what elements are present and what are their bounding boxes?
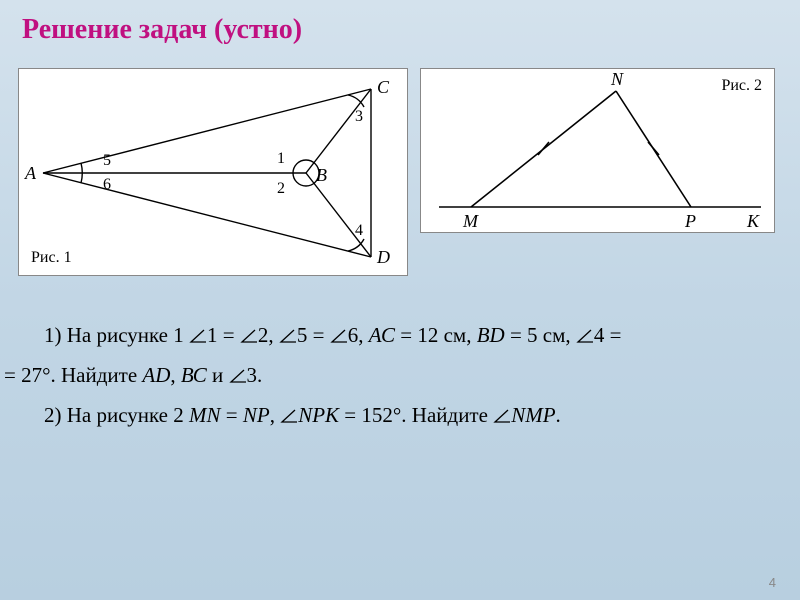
svg-text:2: 2 [277, 180, 285, 197]
svg-text:6: 6 [103, 176, 111, 193]
svg-text:A: A [24, 163, 37, 183]
figure-2: M P K N Рис. 2 [420, 68, 775, 233]
angle-icon [576, 328, 594, 344]
svg-text:C: C [377, 77, 390, 97]
angle-icon [229, 368, 247, 384]
page-number: 4 [769, 575, 776, 590]
problem-1-line-1: 1) На рисунке 1 1 = 2, 5 = 6, АС = 12 см… [4, 316, 796, 356]
angle-icon [330, 328, 348, 344]
figure-1-label: Рис. 1 [31, 249, 72, 267]
svg-text:N: N [610, 69, 624, 89]
svg-text:D: D [376, 247, 390, 267]
svg-text:4: 4 [355, 222, 363, 239]
svg-text:P: P [684, 211, 696, 231]
svg-text:M: M [462, 211, 479, 231]
angle-icon [493, 408, 511, 424]
angle-icon [189, 328, 207, 344]
figure-1: A B C D 1 2 3 4 5 6 Рис. 1 [18, 68, 408, 276]
figures-row: A B C D 1 2 3 4 5 6 Рис. 1 [0, 46, 800, 276]
problems-text: 1) На рисунке 1 1 = 2, 5 = 6, АС = 12 см… [0, 276, 800, 436]
angle-icon [279, 328, 297, 344]
problem-1-line-2: = 27°. Найдите АD, ВС и 3. [4, 356, 796, 396]
angle-icon [240, 328, 258, 344]
slide-title: Решение задач (устно) [0, 0, 800, 46]
svg-text:B: B [316, 165, 327, 185]
svg-text:5: 5 [103, 152, 111, 169]
figure-1-svg: A B C D 1 2 3 4 5 6 [19, 69, 409, 277]
svg-text:K: K [746, 211, 760, 231]
problem-2: 2) На рисунке 2 МN = NР, NРK = 152°. Най… [4, 396, 796, 436]
angle-icon [280, 408, 298, 424]
svg-text:1: 1 [277, 150, 285, 167]
figure-2-label: Рис. 2 [721, 77, 762, 95]
svg-text:3: 3 [355, 108, 363, 125]
